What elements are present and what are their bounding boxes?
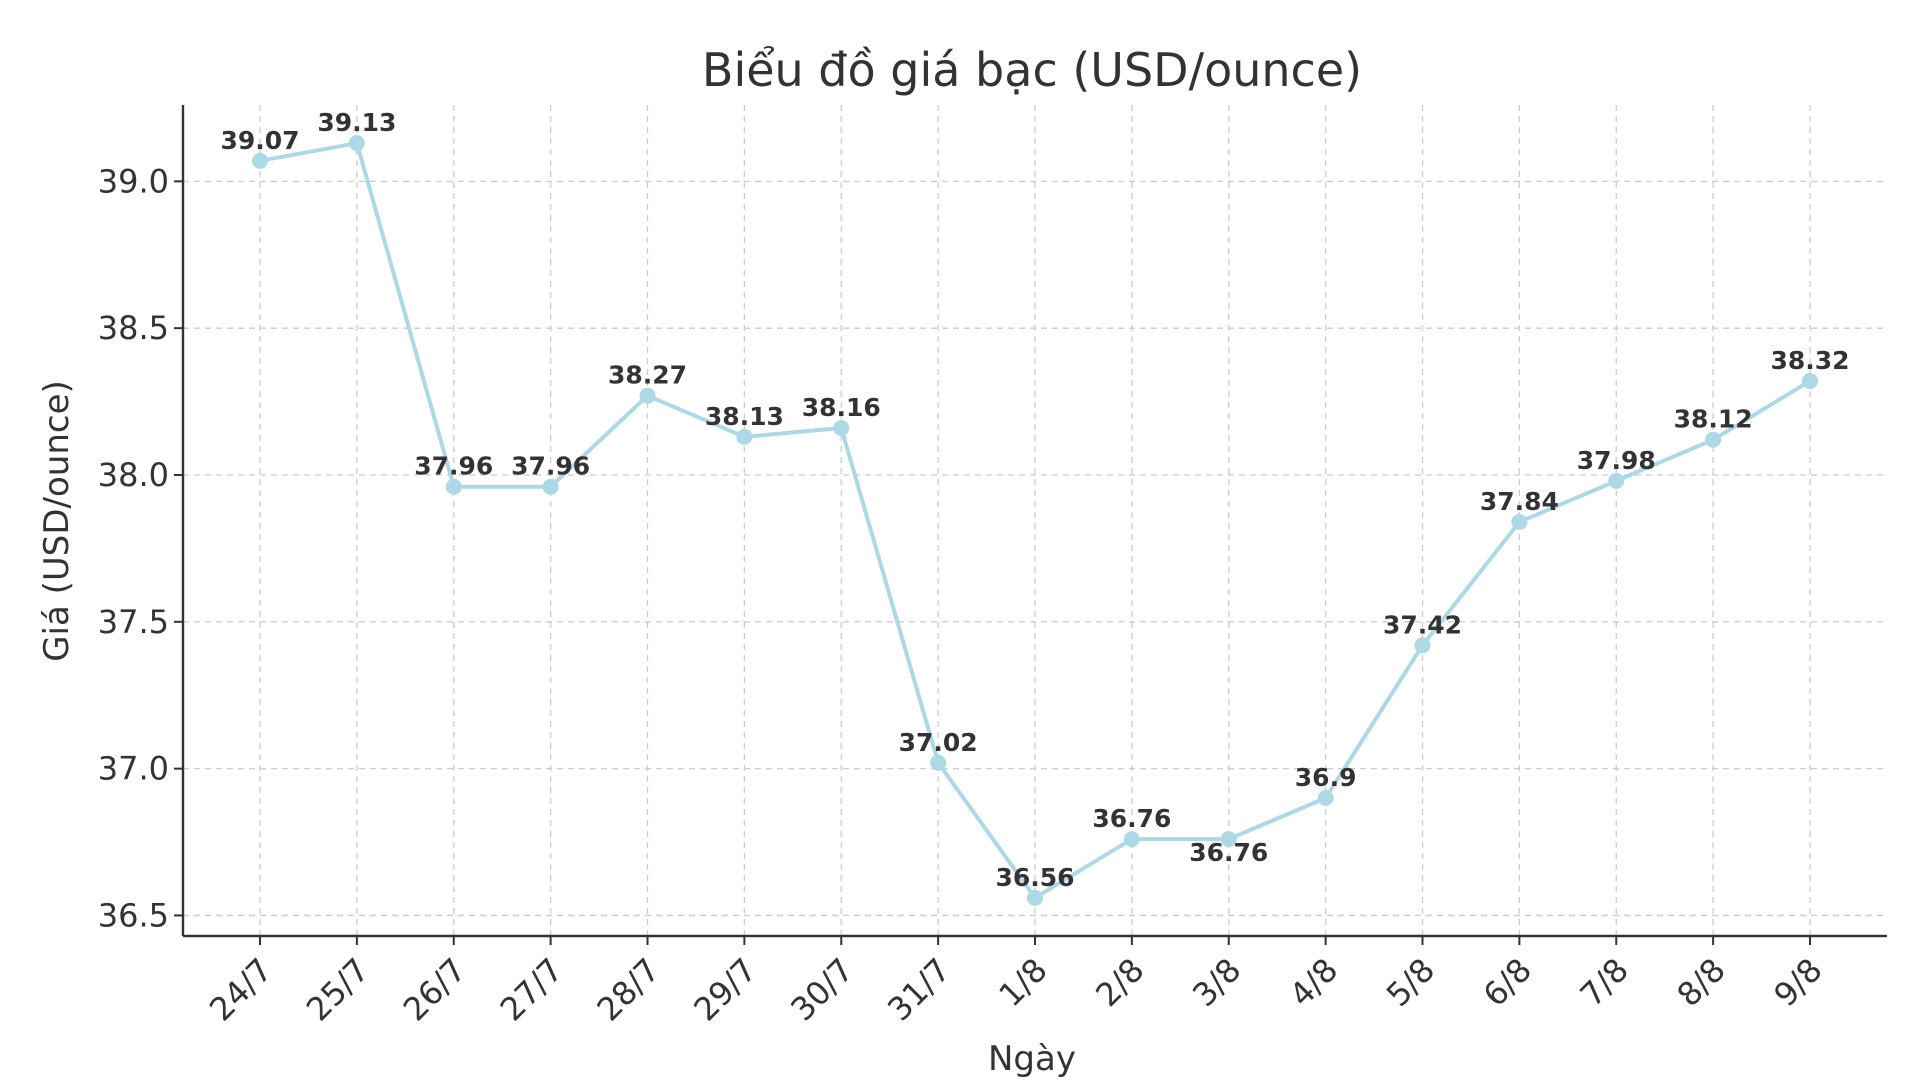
data-label: 37.96 [511, 452, 590, 481]
x-tick-label: 7/8 [1573, 951, 1636, 1014]
x-tick-label: 1/8 [991, 951, 1054, 1014]
data-label: 38.13 [705, 402, 784, 431]
data-label: 36.56 [995, 863, 1074, 892]
x-tick-label: 2/8 [1088, 951, 1151, 1014]
data-label: 37.96 [414, 452, 493, 481]
x-tick-label: 31/7 [880, 951, 958, 1029]
x-tick-label: 6/8 [1476, 951, 1539, 1014]
x-tick-label: 28/7 [589, 951, 667, 1029]
data-label: 38.16 [802, 393, 881, 422]
data-point [348, 135, 365, 152]
data-labels: 39.07 39.13 37.96 37.96 38.27 38.13 38.16 37.02… [220, 108, 1849, 892]
data-point [1027, 889, 1043, 906]
data-point [833, 420, 850, 437]
data-point [1317, 789, 1334, 806]
data-label: 38.12 [1674, 405, 1753, 434]
data-label: 39.13 [317, 108, 396, 137]
data-point [639, 387, 656, 404]
data-label: 37.98 [1577, 446, 1656, 475]
data-point [1511, 513, 1528, 530]
x-tick-label: 24/7 [202, 951, 280, 1029]
x-tick-label: 30/7 [783, 951, 861, 1029]
y-tick-label: 38.0 [98, 456, 169, 494]
data-point [930, 754, 947, 771]
x-axis-label: Ngày [988, 1039, 1076, 1079]
data-point [252, 152, 268, 169]
data-point [1414, 637, 1431, 654]
data-label: 39.07 [220, 126, 299, 155]
data-label: 36.76 [1092, 804, 1171, 833]
series [252, 135, 1818, 906]
y-axis-label: Giá (USD/ounce) [37, 380, 77, 662]
x-tick-label: 27/7 [493, 951, 571, 1029]
data-point [736, 428, 753, 445]
y-tick-label: 39.0 [98, 162, 169, 200]
x-tick-label: 25/7 [299, 951, 377, 1029]
x-tick-label: 29/7 [686, 951, 764, 1029]
chart-title: Biểu đồ giá bạc (USD/ounce) [702, 43, 1362, 97]
data-label: 37.02 [899, 728, 978, 757]
x-tick-label: 5/8 [1379, 951, 1442, 1014]
data-label: 38.32 [1770, 346, 1849, 375]
x-tick-label: 9/8 [1766, 951, 1829, 1014]
y-tick-label: 37.5 [98, 603, 169, 641]
data-point [1608, 472, 1625, 489]
data-label: 36.9 [1295, 763, 1357, 792]
data-label: 36.76 [1189, 838, 1268, 867]
x-tick-label: 26/7 [396, 951, 474, 1029]
data-point [542, 478, 559, 495]
data-label: 37.42 [1383, 610, 1462, 639]
data-point [445, 478, 462, 495]
axes: 24/7 25/7 26/7 27/7 28/7 29/7 30/7 31/7 1/8 2/8 3/… [98, 105, 1887, 1028]
x-tick-label: 4/8 [1282, 951, 1345, 1014]
y-tick-label: 38.5 [98, 309, 169, 347]
y-tick-label: 37.0 [98, 750, 169, 788]
grid [183, 105, 1887, 936]
data-point [1802, 373, 1818, 390]
data-point [1123, 831, 1140, 848]
x-tick-label: 3/8 [1185, 951, 1248, 1014]
data-label: 38.27 [608, 361, 687, 390]
data-label: 37.84 [1480, 487, 1559, 516]
x-tick-label: 8/8 [1669, 951, 1732, 1014]
y-tick-label: 36.5 [98, 896, 169, 934]
series-line [259, 141, 1812, 900]
data-point [1705, 431, 1722, 448]
data-point [1220, 831, 1237, 848]
